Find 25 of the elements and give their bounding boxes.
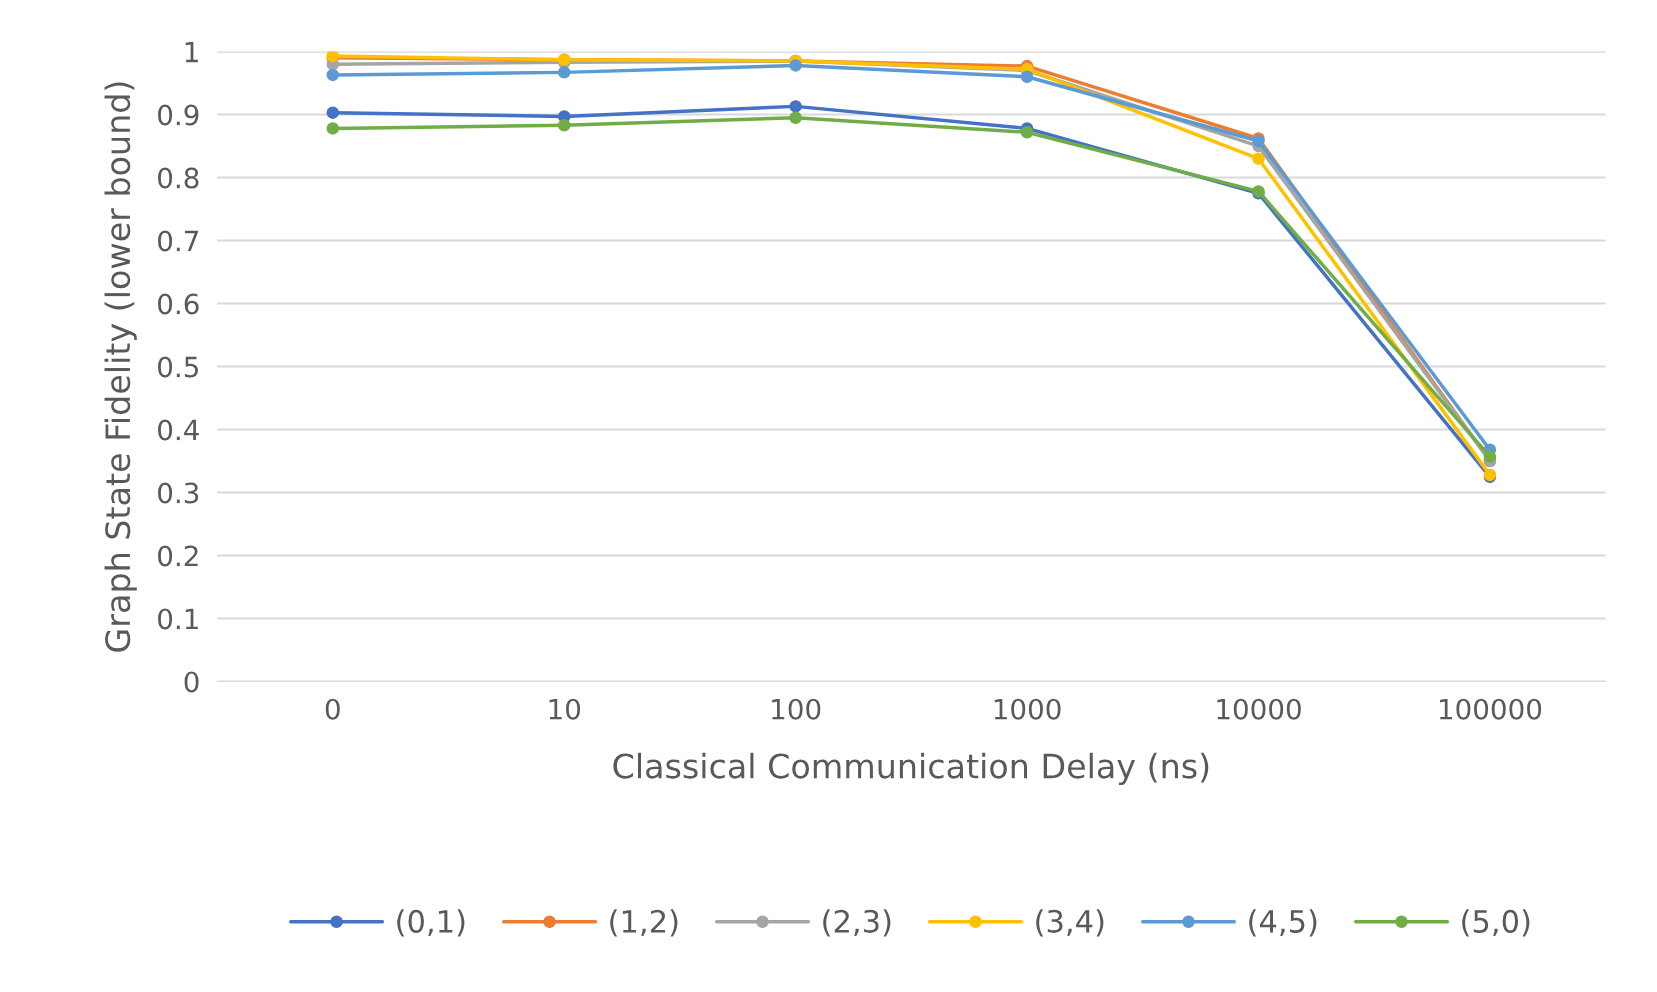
y-tick-label: 0.6 xyxy=(158,293,199,315)
x-tick-label: 10000 xyxy=(1217,698,1301,720)
x-tick-label: 0 xyxy=(325,698,340,720)
y-tick-label: 0.4 xyxy=(158,419,199,441)
x-tick-label: 1000 xyxy=(994,698,1061,720)
legend-label: (2,3) xyxy=(823,909,891,937)
y-tick-label: 0.8 xyxy=(158,167,199,189)
x-tick-label: 100 xyxy=(772,698,821,720)
y-tick-label: 0.7 xyxy=(158,230,199,252)
y-tick-label: 1 xyxy=(185,41,198,63)
legend-label: (1,2) xyxy=(610,909,678,937)
y-tick-label: 0.2 xyxy=(158,545,198,567)
y-tick-label: 0.5 xyxy=(158,356,198,378)
x-tick-label: 10 xyxy=(549,698,581,720)
y-tick-label: 0 xyxy=(184,671,199,693)
legend-label: (0,1) xyxy=(397,909,465,937)
legend-label: (3,4) xyxy=(1036,909,1104,937)
y-tick-label: 0.1 xyxy=(158,608,198,630)
legend-label: (5,0) xyxy=(1462,909,1530,937)
y-axis-title: Graph State Fidelity (lower bound) xyxy=(104,82,137,652)
legend-label: (4,5) xyxy=(1249,909,1317,937)
y-tick-label: 0.3 xyxy=(158,482,199,504)
x-tick-label: 100000 xyxy=(1439,698,1542,720)
y-tick-label: 0.9 xyxy=(158,104,199,126)
x-axis-title: Classical Communication Delay (ns) xyxy=(613,752,1209,786)
